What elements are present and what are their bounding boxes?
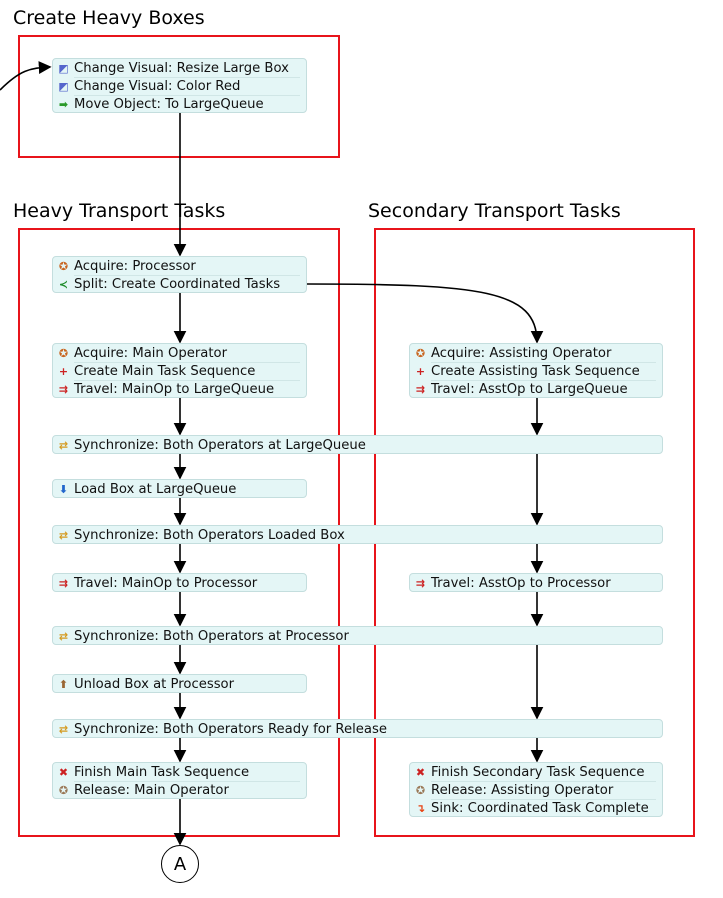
release-icon: ✪ <box>58 783 69 797</box>
travel-icon: ⇉ <box>58 576 69 590</box>
connector-label: A <box>173 853 187 875</box>
acquire-icon: ✪ <box>58 346 69 360</box>
activity-row[interactable]: ⇄ Synchronize: Both Operators at LargeQue… <box>56 436 656 454</box>
activity-block[interactable]: ✖ Finish Secondary Task Sequence ✪ Release:… <box>409 762 663 817</box>
split-icon: ≺ <box>58 277 69 291</box>
activity-block[interactable]: ✖ Finish Main Task Sequence ✪ Release: Main… <box>52 762 307 799</box>
activity-row[interactable]: ✪ Acquire: Assisting Operator <box>413 344 656 362</box>
synchronize-icon: ⇄ <box>58 722 69 736</box>
activity-label: Change Visual: Resize Large Box <box>74 60 289 76</box>
activity-block[interactable]: ✪ Acquire: Processor ≺ Split: Create Coordi… <box>52 256 307 293</box>
activity-label: Load Box at LargeQueue <box>74 481 237 497</box>
activity-row[interactable]: ⇉ Travel: MainOp to Processor <box>56 574 300 592</box>
release-icon: ✪ <box>415 783 426 797</box>
activity-block[interactable]: ⇉ Travel: AsstOp to Processor <box>409 573 663 592</box>
unload-icon: ⬆ <box>58 677 69 691</box>
activity-row[interactable]: ⇉ Travel: AsstOp to Processor <box>413 574 656 592</box>
synchronize-icon: ⇄ <box>58 438 69 452</box>
activity-label: Split: Create Coordinated Tasks <box>74 276 281 292</box>
travel-icon: ⇉ <box>415 382 426 396</box>
activity-row[interactable]: ✪ Release: Main Operator <box>56 781 300 799</box>
activity-label: Release: Main Operator <box>74 782 229 798</box>
load-icon: ⬇ <box>58 482 69 496</box>
connector-a[interactable]: A <box>161 845 199 883</box>
group-title-secondary-transport: Secondary Transport Tasks <box>368 200 621 222</box>
finish-task-sequence-icon: ✖ <box>58 765 69 779</box>
activity-block[interactable]: ⬆ Unload Box at Processor <box>52 674 307 693</box>
activity-row[interactable]: ◩ Change Visual: Color Red <box>56 77 300 95</box>
activity-row[interactable]: ◩ Change Visual: Resize Large Box <box>56 59 300 77</box>
activity-label: Synchronize: Both Operators Ready for Re… <box>74 721 387 737</box>
activity-row[interactable]: ↴ Sink: Coordinated Task Complete <box>413 799 656 817</box>
change-visual-icon: ◩ <box>58 79 69 93</box>
activity-row[interactable]: ⇄ Synchronize: Both Operators Ready for R… <box>56 720 656 738</box>
activity-row[interactable]: ≺ Split: Create Coordinated Tasks <box>56 275 300 293</box>
activity-label: Finish Main Task Sequence <box>74 764 250 780</box>
activity-row[interactable]: ⬇ Load Box at LargeQueue <box>56 480 300 498</box>
activity-label: Travel: AsstOp to LargeQueue <box>431 381 628 397</box>
activity-label: Move Object: To LargeQueue <box>74 96 264 112</box>
activity-label: Create Main Task Sequence <box>74 363 256 379</box>
activity-block[interactable]: ⇄ Synchronize: Both Operators Loaded Box <box>52 525 663 544</box>
activity-row[interactable]: ⇄ Synchronize: Both Operators at Processo… <box>56 627 656 645</box>
activity-block[interactable]: ◩ Change Visual: Resize Large Box ◩ Change … <box>52 58 307 113</box>
activity-label: Acquire: Processor <box>74 258 196 274</box>
activity-label: Travel: MainOp to LargeQueue <box>74 381 275 397</box>
activity-label: Synchronize: Both Operators Loaded Box <box>74 527 345 543</box>
travel-icon: ⇉ <box>58 382 69 396</box>
activity-label: Acquire: Main Operator <box>74 345 228 361</box>
activity-block[interactable]: ⇄ Synchronize: Both Operators at Processo… <box>52 626 663 645</box>
acquire-icon: ✪ <box>415 346 426 360</box>
activity-block[interactable]: ⇄ Synchronize: Both Operators at LargeQue… <box>52 435 663 454</box>
activity-row[interactable]: ✪ Release: Assisting Operator <box>413 781 656 799</box>
activity-label: Unload Box at Processor <box>74 676 235 692</box>
activity-label: Create Assisting Task Sequence <box>431 363 640 379</box>
activity-label: Sink: Coordinated Task Complete <box>431 800 649 816</box>
activity-label: Travel: MainOp to Processor <box>74 575 258 591</box>
sink-icon: ↴ <box>415 801 426 815</box>
activity-label: Synchronize: Both Operators at LargeQueu… <box>74 437 366 453</box>
synchronize-icon: ⇄ <box>58 528 69 542</box>
activity-row[interactable]: ⇄ Synchronize: Both Operators Loaded Box <box>56 526 656 544</box>
activity-block[interactable]: ✪ Acquire: Main Operator + Create Main Task… <box>52 343 307 398</box>
link <box>306 283 544 344</box>
activity-row[interactable]: + Create Assisting Task Sequence <box>413 362 656 380</box>
activity-row[interactable]: + Create Main Task Sequence <box>56 362 300 380</box>
activity-block[interactable]: ✪ Acquire: Assisting Operator + Create Assi… <box>409 343 663 398</box>
activity-row[interactable]: ✪ Acquire: Processor <box>56 257 300 275</box>
group-create-heavy-boxes[interactable] <box>18 35 340 158</box>
synchronize-icon: ⇄ <box>58 629 69 643</box>
activity-row[interactable]: ⬆ Unload Box at Processor <box>56 675 300 693</box>
group-title-create-heavy-boxes: Create Heavy Boxes <box>13 7 205 29</box>
group-title-heavy-transport: Heavy Transport Tasks <box>13 200 226 222</box>
activity-label: Finish Secondary Task Sequence <box>431 764 645 780</box>
create-task-sequence-icon: + <box>58 364 69 378</box>
activity-label: Change Visual: Color Red <box>74 78 241 94</box>
travel-icon: ⇉ <box>415 576 426 590</box>
activity-row[interactable]: ✖ Finish Secondary Task Sequence <box>413 763 656 781</box>
activity-row[interactable]: ⇉ Travel: AsstOp to LargeQueue <box>413 380 656 398</box>
activity-block[interactable]: ⇉ Travel: MainOp to Processor <box>52 573 307 592</box>
acquire-icon: ✪ <box>58 259 69 273</box>
activity-label: Synchronize: Both Operators at Processor <box>74 628 349 644</box>
activity-row[interactable]: ✪ Acquire: Main Operator <box>56 344 300 362</box>
create-task-sequence-icon: + <box>415 364 426 378</box>
activity-label: Acquire: Assisting Operator <box>431 345 612 361</box>
change-visual-icon: ◩ <box>58 61 69 75</box>
activity-row[interactable]: ➡ Move Object: To LargeQueue <box>56 95 300 113</box>
activity-block[interactable]: ⬇ Load Box at LargeQueue <box>52 479 307 498</box>
activity-block[interactable]: ⇄ Synchronize: Both Operators Ready for R… <box>52 719 663 738</box>
activity-label: Travel: AsstOp to Processor <box>431 575 611 591</box>
move-object-icon: ➡ <box>58 97 69 111</box>
finish-task-sequence-icon: ✖ <box>415 765 426 779</box>
activity-row[interactable]: ✖ Finish Main Task Sequence <box>56 763 300 781</box>
activity-row[interactable]: ⇉ Travel: MainOp to LargeQueue <box>56 380 300 398</box>
link-in <box>0 61 52 91</box>
activity-label: Release: Assisting Operator <box>431 782 614 798</box>
